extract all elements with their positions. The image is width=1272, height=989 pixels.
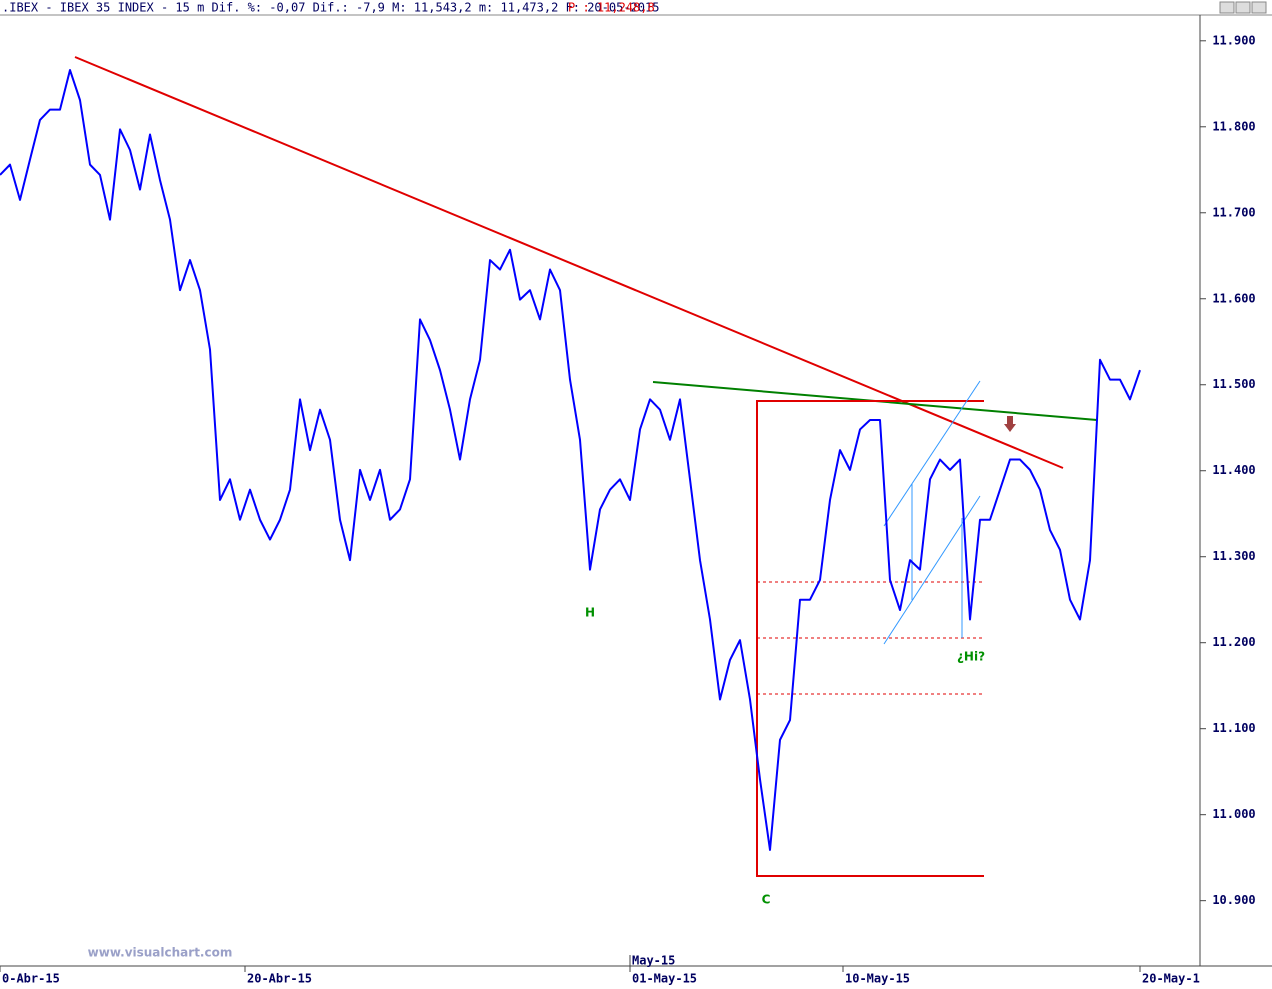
x-tick-label: 10-May-15 (845, 972, 910, 986)
y-tick-label: 11.100 (1212, 721, 1255, 735)
price-line (0, 69, 1141, 851)
annotation: C (762, 893, 771, 907)
x-tick-label: 0-Abr-15 (2, 972, 60, 986)
close-button[interactable] (1251, 1, 1267, 14)
arrow-marker (1004, 416, 1016, 432)
y-tick-label: 11.300 (1212, 549, 1255, 563)
y-tick-label: 11.600 (1212, 291, 1255, 305)
annotation: ¿Hi? (957, 650, 985, 664)
period-tick-label: May-15 (632, 954, 675, 968)
header-price: P : 11,248,8 (568, 1, 655, 15)
y-tick-label: 11.400 (1212, 463, 1255, 477)
watermark: www.visualchart.com (88, 946, 233, 960)
y-tick-label: 11.800 (1212, 119, 1255, 133)
y-tick-label: 11.200 (1212, 635, 1255, 649)
maximize-button[interactable] (1235, 1, 1251, 14)
x-tick-label: 01-May-15 (632, 972, 697, 986)
window-buttons (1219, 1, 1267, 14)
x-tick-label: 20-Abr-15 (247, 972, 312, 986)
y-tick-label: 11.700 (1212, 205, 1255, 219)
minimize-button[interactable] (1219, 1, 1235, 14)
y-tick-label: 11.000 (1212, 807, 1255, 821)
drawing-tools (74, 56, 1098, 877)
channel-line (883, 380, 981, 527)
header-title: .IBEX - IBEX 35 INDEX - 15 m Dif. %: -0,… (2, 1, 659, 15)
y-tick-label: 11.900 (1212, 33, 1255, 47)
annotation: H (585, 606, 595, 620)
y-tick-label: 10.900 (1212, 893, 1255, 907)
y-tick-label: 11.500 (1212, 377, 1255, 391)
trend-line (74, 56, 1064, 469)
x-tick-label: 20-May-1 (1142, 972, 1200, 986)
